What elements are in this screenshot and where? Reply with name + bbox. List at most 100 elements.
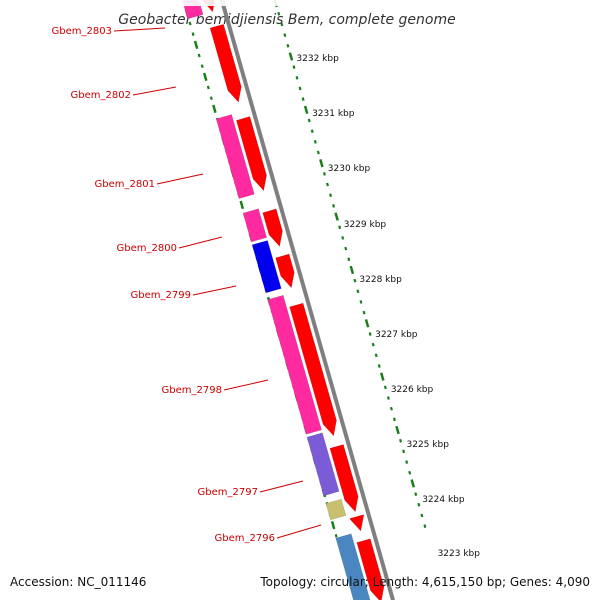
forward-cds-arrow [349,514,364,532]
outer-tick-mark [298,86,302,91]
outer-tick-mark [359,300,363,304]
outer-tick-mark [417,502,421,507]
gene-label-leader [132,86,177,96]
outer-tick-mark [362,310,366,315]
outer-tick-mark [353,278,357,283]
outer-tick-mark [316,150,320,155]
outer-tick-mark [310,129,314,134]
gene-class-block [215,114,255,200]
outer-tick-mark [301,97,305,101]
outer-tick-mark [338,225,342,230]
gene-label-leader [259,480,304,493]
scale-label: 3224 kbp [422,495,465,505]
topology-summary-text: Topology: circular; Length: 4,615,150 bp… [260,575,590,589]
outer-tick-mark [371,342,375,347]
outer-tick-mark [389,406,393,411]
outer-tick-mark [283,33,287,37]
gene-label: Gbem_2796 [215,533,275,544]
forward-cds-arrow [236,116,267,192]
outer-tick-mark [347,257,351,262]
forward-cds-arrow [329,444,359,513]
outer-tick-mark [277,11,281,16]
outer-tick-mark [364,319,370,328]
outer-tick-mark [402,449,406,454]
outer-tick-mark [408,470,412,475]
scale-label: 3228 kbp [359,275,402,285]
top-fade [0,0,600,6]
inner-tick-mark [202,72,208,82]
gene-label: Gbem_2799 [131,290,191,301]
outer-tick-mark [303,105,309,115]
scale-label: 3227 kbp [375,330,418,340]
gene-label: Gbem_2803 [52,26,112,37]
forward-cds-arrow [275,253,295,289]
outer-tick-mark [374,353,378,358]
outer-tick-mark [334,212,339,221]
outer-tick-mark [344,246,348,251]
outer-tick-mark [405,460,409,464]
gene-label: Gbem_2802 [71,90,131,101]
outer-tick-mark [295,75,299,80]
outer-tick-mark [414,492,418,496]
scale-label: 3230 kbp [328,164,371,174]
outer-tick-mark [420,513,424,518]
gene-label-leader [192,285,237,296]
outer-tick-mark [319,159,324,168]
outer-tick-mark [383,385,387,390]
inner-tick-mark [188,21,192,26]
gene-class-block [267,294,322,435]
outer-tick-mark [341,236,345,240]
outer-tick-mark [332,204,336,208]
inner-tick-mark [334,533,338,538]
inner-tick-mark [330,520,336,530]
gene-label-leader [178,236,223,249]
backbone-line [219,0,396,600]
label-layer: 3232 kbp 3231 kbp 3230 kbp 3229 kbp 3228 kbp… [0,0,600,559]
outer-tick-mark [307,118,311,123]
outer-tick-mark [386,396,390,400]
outer-tick-mark [313,140,317,144]
inner-tick-mark [212,104,217,114]
inner-tick-mark [197,53,201,58]
inner-tick-mark [193,40,199,50]
forward-cds-arrow [356,538,385,600]
accession-text: Accession: NC_011146 [10,575,147,589]
gene-layer [181,0,385,600]
gene-class-block [325,498,347,521]
gene-label-leader [223,379,269,391]
outer-tick-mark [286,43,290,48]
outer-tick-mark [288,52,294,61]
gene-label: Gbem_2797 [198,487,258,498]
outer-tick-mark [356,289,360,294]
outer-tick-mark [329,193,333,198]
outer-tick-mark [349,265,355,275]
inner-tick-mark [206,85,210,90]
gene-label: Gbem_2798 [162,385,222,396]
outer-tick-mark [392,417,396,422]
tick-layer [184,0,427,538]
outer-tick-mark [410,479,416,488]
gene-label-leader [113,27,166,32]
scale-label: 3225 kbp [407,440,450,450]
gene-label-leader [156,173,204,185]
outer-tick-mark [399,438,403,443]
outer-tick-mark [395,425,400,435]
inner-tick-mark [191,32,195,36]
outer-tick-mark [280,22,284,27]
inner-tick-mark [200,64,204,69]
forward-cds-arrow [209,23,242,103]
scale-label: 3223 kbp [438,549,481,559]
outer-tick-mark [379,372,385,381]
gene-label: Gbem_2801 [95,179,155,190]
outer-tick-mark [325,182,329,187]
gene-class-block [335,533,371,600]
scale-label: 3229 kbp [344,220,387,230]
map-title: Geobacter bemidjiensis Bem, complete gen… [118,12,455,28]
gene-label: Gbem_2800 [117,243,177,254]
gene-label-leader [276,524,322,539]
inner-tick-mark [209,96,213,101]
outer-tick-mark [292,65,296,69]
scale-label: 3226 kbp [391,385,434,395]
outer-tick-mark [423,524,427,528]
